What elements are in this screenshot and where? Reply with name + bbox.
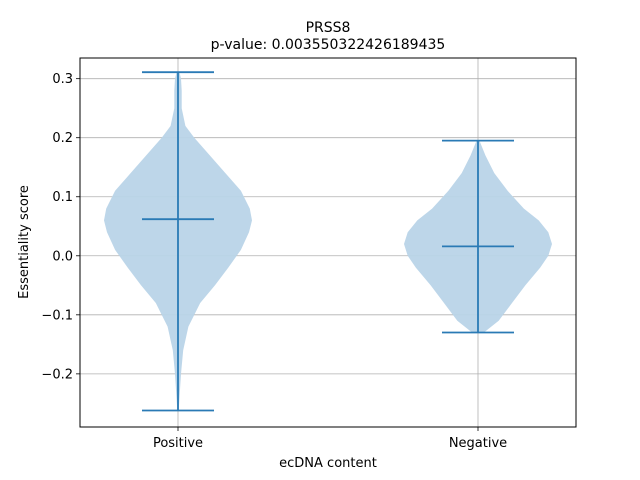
x-axis-ticks: Positive Negative (153, 427, 507, 451)
chart-title: PRSS8 (306, 20, 351, 36)
x-tick-label: Positive (153, 436, 203, 451)
plot-frame (79, 57, 577, 428)
y-tick-label: 0.3 (52, 72, 73, 87)
y-tick-label: 0.1 (52, 190, 73, 205)
y-tick-label: −0.2 (41, 367, 73, 382)
y-axis-label: Essentiality score (17, 185, 32, 299)
x-axis-label: ecDNA content (279, 456, 377, 471)
chart-subtitle: p-value: 0.003550322426189435 (211, 37, 446, 53)
y-tick-label: −0.1 (41, 308, 73, 323)
x-tick-label: Negative (449, 436, 507, 451)
y-tick-label: 0.2 (52, 131, 73, 146)
y-axis-ticks: −0.2 −0.1 0.0 0.1 0.2 0.3 (41, 72, 80, 382)
violin-layer (104, 71, 552, 412)
y-tick-label: 0.0 (52, 249, 73, 264)
